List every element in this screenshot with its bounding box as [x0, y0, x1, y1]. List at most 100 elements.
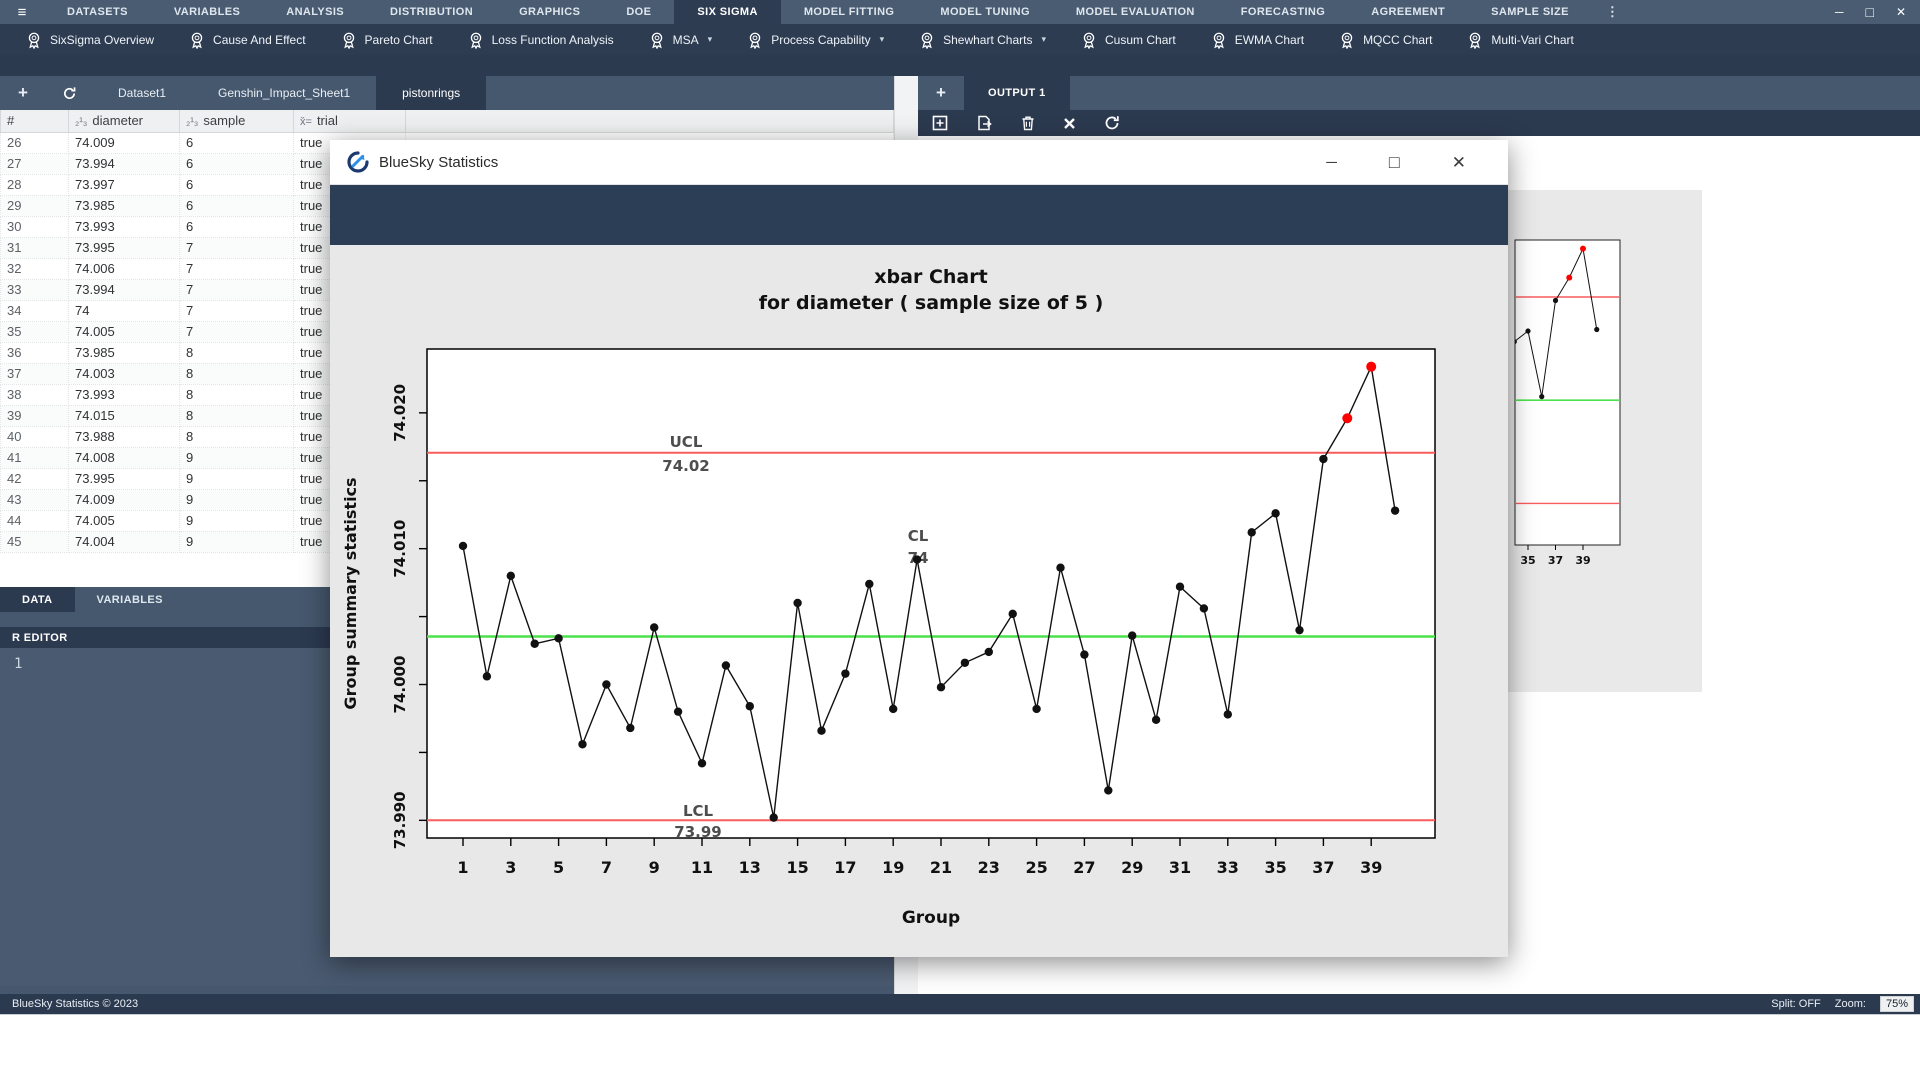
output-tab-bar: + OUTPUT 1: [918, 76, 1920, 110]
mini-out-of-control-point: [1580, 245, 1586, 252]
table-cell: 74.015: [68, 405, 180, 427]
table-cell: 74.003: [68, 363, 180, 385]
x-tick-label: 13: [739, 858, 761, 877]
menu-tab-distribution[interactable]: DISTRIBUTION: [390, 6, 474, 18]
refresh-output-button[interactable]: [1104, 115, 1120, 131]
menu-tab-model-fitting[interactable]: MODEL FITTING: [803, 6, 895, 18]
menu-items: DATASETS VARIABLES ANALYSIS DISTRIBUTION GRA…: [44, 0, 1633, 24]
ribbon-item-sixsigma-overview[interactable]: SixSigma Overview: [8, 31, 171, 49]
table-cell: 9: [179, 447, 294, 469]
mini-x-tick-label: 35: [1520, 554, 1535, 567]
refresh-dataset-button[interactable]: [46, 76, 92, 110]
menu-tab-forecasting[interactable]: FORECASTING: [1240, 6, 1326, 18]
ribbon-item-pareto-chart[interactable]: Pareto Chart: [323, 31, 450, 49]
menu-tab-graphics[interactable]: GRAPHICS: [519, 6, 581, 18]
ribbon-item-mqcc-chart[interactable]: MQCC Chart: [1321, 31, 1449, 49]
app-maximize-button[interactable]: □: [1865, 4, 1874, 20]
column-header-diameter[interactable]: ₂¹₃ diameter: [68, 110, 180, 133]
menu-tab-doe[interactable]: DOE: [626, 6, 652, 18]
x-tick-label: 3: [505, 858, 516, 877]
close-output-button[interactable]: [1063, 117, 1076, 130]
ucl-value: 74.02: [662, 457, 709, 475]
table-cell: 73.997: [68, 174, 180, 196]
ribbon-item-msa[interactable]: MSA ▾: [631, 31, 730, 49]
ribbon-item-cusum-chart[interactable]: Cusum Chart: [1063, 31, 1193, 49]
data-point: [793, 598, 802, 608]
row-number-cell: 34: [0, 300, 69, 322]
ribbon-item-label: Process Capability: [771, 32, 871, 47]
app-close-button[interactable]: ✕: [1895, 5, 1906, 19]
table-cell: 73.985: [68, 342, 180, 364]
ucl-label: UCL: [670, 433, 703, 451]
ribbon-item-ewma-chart[interactable]: EWMA Chart: [1193, 31, 1321, 49]
row-number-cell: 31: [0, 237, 69, 259]
dialog-maximize-button[interactable]: □: [1388, 152, 1400, 172]
logical-column-icon: x̌=: [300, 116, 312, 129]
table-cell: 74: [68, 300, 180, 322]
ribbon-item-cause-and-effect[interactable]: Cause And Effect: [171, 31, 323, 49]
rosette-icon: [1470, 32, 1481, 49]
table-cell: 8: [179, 405, 294, 427]
menu-tab-analysis[interactable]: ANALYSIS: [286, 6, 345, 18]
menu-overflow-icon[interactable]: ⋮: [1605, 4, 1620, 19]
ribbon-item-multi-vari-chart[interactable]: Multi-Vari Chart: [1449, 31, 1590, 49]
plot-box: [426, 348, 1436, 839]
row-number-cell: 30: [0, 216, 69, 238]
x-tick-label: 31: [1169, 858, 1191, 877]
row-number-cell: 44: [0, 510, 69, 532]
menu-tab-agreement[interactable]: AGREEMENT: [1371, 6, 1446, 18]
mini-data-point: [1594, 326, 1600, 333]
rosette-icon: [1341, 32, 1353, 49]
mini-data-point: [1552, 297, 1559, 304]
table-cell: 9: [179, 489, 294, 511]
add-dataset-button[interactable]: +: [18, 83, 28, 102]
menu-tab-model-evaluation[interactable]: MODEL EVALUATION: [1075, 6, 1195, 18]
data-point: [626, 723, 635, 733]
table-cell: 73.993: [68, 216, 180, 238]
tab-variables[interactable]: VARIABLES: [96, 593, 163, 606]
app-minimize-button[interactable]: ─: [1834, 5, 1844, 19]
column-header-trial[interactable]: x̌= trial: [293, 110, 406, 133]
hamburger-menu-icon[interactable]: ≡: [17, 3, 27, 21]
ribbon-item-loss-function-analysis[interactable]: Loss Function Analysis: [450, 31, 631, 49]
table-cell: 6: [179, 153, 294, 175]
rosette-icon: [749, 32, 761, 49]
status-zoom-value[interactable]: 75%: [1879, 996, 1914, 1012]
table-cell: 74.006: [68, 258, 180, 280]
data-point: [1223, 710, 1232, 719]
rosette-icon: [921, 32, 933, 49]
tab-data[interactable]: DATA: [0, 587, 75, 612]
add-output-tab-button[interactable]: +: [936, 83, 946, 102]
dataset-tab-pistonrings[interactable]: pistonrings: [376, 76, 487, 110]
export-output-button[interactable]: [976, 115, 993, 131]
data-point: [506, 571, 515, 581]
xbar-control-chart: xbar Chart for diameter ( sample size of …: [341, 266, 1436, 928]
column-header-[interactable]: #: [0, 110, 69, 133]
x-tick-label: 21: [930, 858, 952, 877]
dataset-tab-dataset1[interactable]: Dataset1: [118, 86, 167, 100]
ribbon-item-shewhart-charts[interactable]: Shewhart Charts ▾: [901, 31, 1063, 49]
menu-tab-sample-size[interactable]: SAMPLE SIZE: [1491, 6, 1569, 18]
data-point: [936, 683, 946, 692]
dataset-tab-genshin-impact-sheet1[interactable]: Genshin_Impact_Sheet1: [218, 86, 351, 100]
column-header-sample[interactable]: ₂¹₃ sample: [179, 110, 294, 133]
tab-output-1[interactable]: OUTPUT 1: [964, 76, 1070, 110]
dialog-minimize-button[interactable]: ─: [1326, 153, 1337, 171]
menu-tab-variables[interactable]: VARIABLES: [173, 6, 241, 18]
y-tick-label: 74.020: [391, 384, 409, 442]
menu-tab-model-tuning[interactable]: MODEL TUNING: [940, 6, 1030, 18]
table-cell: 7: [179, 321, 294, 343]
ribbon-item-process-capability[interactable]: Process Capability ▾: [729, 31, 901, 49]
menu-tab-datasets[interactable]: DATASETS: [67, 6, 128, 18]
status-split: Split: OFF: [1771, 998, 1821, 1010]
data-point: [1175, 582, 1185, 591]
delete-output-button[interactable]: [1021, 115, 1035, 131]
table-cell: 7: [179, 258, 294, 280]
dialog-close-button[interactable]: ✕: [1451, 152, 1466, 172]
dialog-title-bar[interactable]: BlueSky Statistics ─ □ ✕: [330, 140, 1508, 185]
menu-tab-six-sigma[interactable]: SIX SIGMA: [674, 0, 781, 24]
data-point: [984, 647, 993, 657]
data-point: [1151, 715, 1161, 725]
add-output-button[interactable]: [932, 115, 948, 131]
x-tick-label: 35: [1264, 858, 1286, 877]
